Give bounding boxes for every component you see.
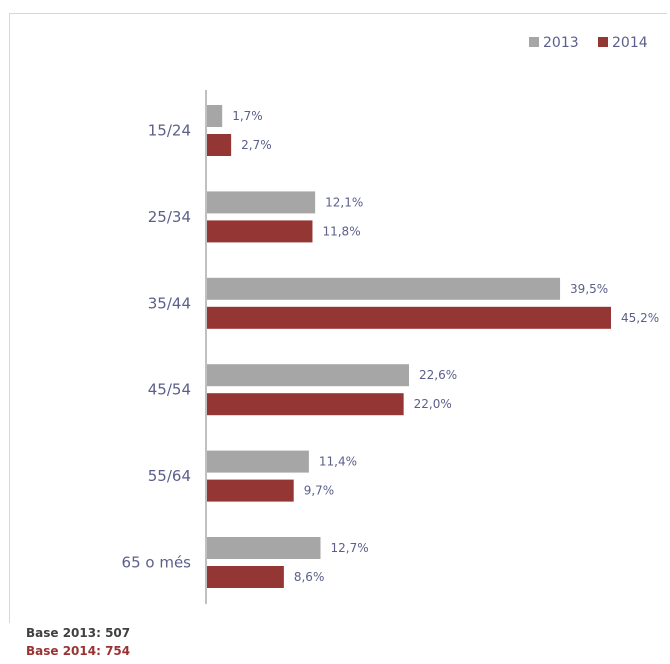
data-label: 12,7% (331, 541, 369, 555)
category-label: 65 o més (122, 554, 192, 572)
bar-2014 (207, 566, 284, 588)
bar-2013 (207, 191, 316, 214)
base-2014-note: Base 2014: 754 (26, 644, 131, 658)
data-label: 11,8% (322, 224, 360, 238)
base-notes: Base 2013: 507 Base 2014: 754 (26, 624, 130, 660)
data-label: 12,1% (325, 195, 363, 209)
legend-swatch-2014 (598, 37, 608, 47)
legend-label-2013: 2013 (543, 35, 579, 51)
category-label: 35/44 (148, 294, 191, 312)
bar-2013 (207, 277, 561, 300)
legend-swatch-2013 (529, 37, 539, 47)
bar-2013 (207, 105, 223, 127)
bar-2013 (207, 537, 321, 559)
data-label: 9,7% (304, 484, 335, 498)
data-label: 22,0% (414, 397, 452, 411)
data-label: 39,5% (570, 282, 608, 296)
bar-2014 (207, 220, 313, 243)
data-label: 11,4% (319, 455, 357, 469)
bar-2013 (207, 450, 309, 473)
category-label: 45/54 (148, 381, 191, 399)
chart-frame (9, 13, 667, 623)
category-label: 55/64 (148, 467, 191, 485)
data-label: 1,7% (232, 109, 263, 123)
bar-2014 (207, 306, 611, 329)
data-label: 8,6% (294, 570, 325, 584)
bar-2014 (207, 134, 232, 156)
bar-2014 (207, 393, 404, 416)
category-label: 15/24 (148, 122, 191, 140)
category-label: 25/34 (148, 208, 191, 226)
data-label: 22,6% (419, 368, 457, 382)
data-label: 2,7% (241, 138, 272, 152)
base-2013-note: Base 2013: 507 (26, 626, 131, 640)
legend-label-2014: 2014 (612, 35, 648, 51)
bar-2013 (207, 364, 409, 387)
data-label: 45,2% (621, 311, 659, 325)
bar-2014 (207, 479, 294, 502)
